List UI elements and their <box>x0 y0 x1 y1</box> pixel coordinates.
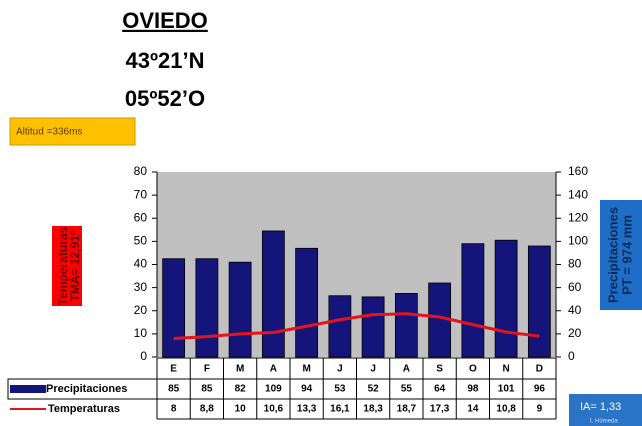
x-tick-label: J <box>370 364 376 375</box>
y-axis-label: Temperaturas <box>56 226 70 305</box>
bar <box>494 239 518 358</box>
x-tick-label: S <box>436 364 443 375</box>
y-tick-label: 30 <box>134 280 148 294</box>
data-label: 17,3 <box>430 404 450 415</box>
bar <box>162 258 186 358</box>
index-note: I. Húmeda <box>590 419 618 425</box>
data-label: 53 <box>334 384 346 395</box>
y-tick-label: 20 <box>134 303 148 317</box>
data-label: 10,8 <box>496 404 516 415</box>
data-label: 8,8 <box>200 404 214 415</box>
y2-tick-label: 160 <box>568 164 588 178</box>
bar <box>261 230 285 358</box>
bar <box>295 247 319 358</box>
x-tick-label: N <box>503 364 510 375</box>
x-tick-label: O <box>469 364 477 375</box>
data-label: 18,3 <box>363 404 383 415</box>
y-tick-label: 60 <box>134 210 148 224</box>
x-tick-label: A <box>270 364 277 375</box>
bar <box>328 295 352 358</box>
x-tick-label: A <box>403 364 410 375</box>
line <box>173 312 540 340</box>
y2-tick-label: 20 <box>568 326 582 340</box>
y-axis-label: TMA= 12,91º <box>68 230 82 301</box>
y-label-box <box>52 226 82 306</box>
y-tick-label: 70 <box>134 187 148 201</box>
y-tick-label: 80 <box>134 164 148 178</box>
x-tick-label: F <box>204 364 210 375</box>
y2-axis-label: PT = 974 mm <box>619 215 634 295</box>
bar <box>394 293 418 358</box>
x-tick-label: M <box>236 364 244 375</box>
x-tick-label: E <box>170 364 177 375</box>
x-tick-label: D <box>536 364 543 375</box>
y2-tick-label: 120 <box>568 210 588 224</box>
y-tick-label: 0 <box>140 349 147 363</box>
altitude: Altitud =336ms <box>16 127 82 138</box>
data-label: 101 <box>498 384 515 395</box>
data-label: 98 <box>467 384 479 395</box>
x-tick-label: M <box>302 364 310 375</box>
data-label: 10,6 <box>264 404 284 415</box>
data-label: 18,7 <box>397 404 417 415</box>
data-label: 13,3 <box>297 404 317 415</box>
legend-cell <box>7 378 158 400</box>
data-label: 14 <box>467 404 479 415</box>
y2-tick-label: 80 <box>568 257 582 271</box>
y2-tick-label: 40 <box>568 303 582 317</box>
bar <box>228 261 252 358</box>
y-tick-label: 50 <box>134 234 148 248</box>
y-tick-label: 40 <box>134 257 148 271</box>
data-label: 16,1 <box>330 404 350 415</box>
index-label: IA= 1,33 <box>580 401 621 413</box>
y2-tick-label: 140 <box>568 187 588 201</box>
bar <box>195 258 219 358</box>
data-label: 55 <box>401 384 413 395</box>
data-label: 82 <box>235 384 247 395</box>
data-label: 94 <box>301 384 313 395</box>
data-label: 85 <box>168 384 180 395</box>
y2-tick-label: 0 <box>568 349 575 363</box>
y2-tick-label: 100 <box>568 234 588 248</box>
data-label: 109 <box>265 384 282 395</box>
index-box <box>569 394 642 426</box>
chart-subtitle: 43º21’N <box>126 48 205 73</box>
legend-label: Precipitaciones <box>46 383 127 395</box>
y2-label-box <box>600 200 642 310</box>
data-label: 10 <box>235 404 247 415</box>
data-label: 96 <box>534 384 546 395</box>
data-label: 85 <box>201 384 213 395</box>
altitude-box <box>9 117 136 146</box>
data-label: 9 <box>537 404 543 415</box>
chart-title: OVIEDO <box>122 8 208 33</box>
y2-tick-label: 60 <box>568 280 582 294</box>
legend-swatch <box>10 385 46 393</box>
y-tick-label: 10 <box>134 326 148 340</box>
data-label: 8 <box>171 404 177 415</box>
x-tick-label: J <box>337 364 343 375</box>
bar <box>527 245 551 358</box>
bar <box>361 296 385 358</box>
plot-area <box>157 172 556 357</box>
data-label: 52 <box>368 384 380 395</box>
chart-subtitle: 05º52’O <box>125 86 205 111</box>
y2-axis-label: Precipitaciones <box>605 207 620 303</box>
bar <box>461 243 485 358</box>
legend-label: Temperaturas <box>48 403 120 415</box>
data-label: 64 <box>434 384 446 395</box>
